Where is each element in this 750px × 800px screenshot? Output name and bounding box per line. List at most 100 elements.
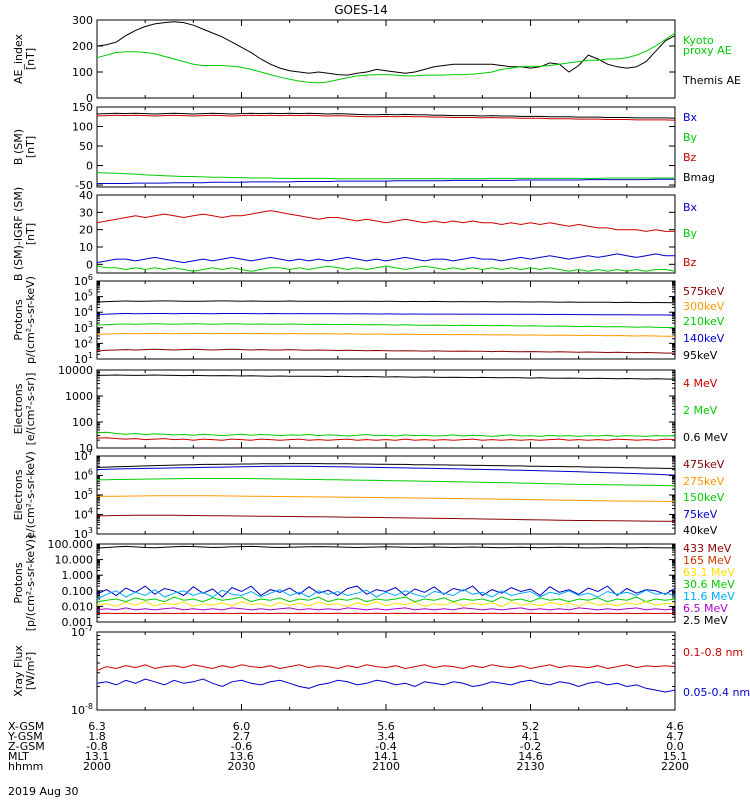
y-tick-label: 30 bbox=[79, 206, 93, 219]
ephemeris-value: 6.0 bbox=[233, 720, 251, 733]
ephemeris-row-label: X-GSM bbox=[8, 720, 44, 733]
legend-label: 4 MeV bbox=[683, 377, 718, 390]
panel-frame bbox=[96, 369, 676, 449]
ephemeris-row-label: MLT bbox=[8, 750, 29, 763]
legend-label: Bx bbox=[683, 111, 698, 124]
series-line-5 bbox=[96, 514, 676, 522]
figure-title: GOES-14 bbox=[334, 3, 388, 17]
y-tick-label: 101 bbox=[74, 351, 93, 366]
ephemeris-value: 15.1 bbox=[663, 750, 688, 763]
series-line-1 bbox=[96, 463, 675, 469]
series-line-5 bbox=[96, 601, 676, 607]
ephemeris-value: -0.2 bbox=[520, 740, 541, 753]
y-axis-label: [e/(cm²-s-sr)] bbox=[24, 373, 37, 446]
series-line-3 bbox=[96, 588, 676, 600]
y-axis-label: Protons bbox=[12, 562, 25, 603]
y-tick-label: 10-8 bbox=[71, 702, 93, 717]
y-tick-label: 104 bbox=[74, 507, 93, 522]
series-line-4 bbox=[96, 596, 676, 603]
legend-label: 2.5 MeV bbox=[683, 614, 728, 627]
legend-label: 300keV bbox=[683, 300, 725, 313]
ephemeris-value: 2130 bbox=[517, 760, 545, 773]
panel-2: 150 100 50 0 -50 B (SM) [nT] Bx By Bz Bmag bbox=[12, 101, 715, 192]
panel-frame bbox=[96, 280, 676, 360]
series-line-2 bbox=[96, 312, 676, 316]
ephemeris-value: 1.8 bbox=[88, 730, 106, 743]
ephemeris-value: 2030 bbox=[228, 760, 256, 773]
y-tick-label: 100 bbox=[72, 121, 93, 134]
ephemeris-value: 14.6 bbox=[518, 750, 543, 763]
ephemeris-value: 2.7 bbox=[233, 730, 251, 743]
y-tick-label: 104 bbox=[74, 304, 93, 319]
legend-label: 6.5 MeV bbox=[683, 602, 728, 615]
y-tick-label: 103 bbox=[74, 320, 93, 335]
y-tick-label: -50 bbox=[75, 179, 93, 192]
y-tick-label: 100.000 bbox=[48, 538, 94, 551]
date-label: 2019 Aug 30 bbox=[8, 785, 78, 798]
y-tick-label: 100 bbox=[72, 416, 93, 429]
series-line-6 bbox=[96, 607, 676, 611]
y-tick-label: 0.001 bbox=[62, 616, 94, 629]
legend-label: Bz bbox=[683, 151, 697, 164]
ephemeris-value: 3.4 bbox=[377, 730, 395, 743]
series-line-1 bbox=[96, 300, 676, 304]
y-axis-label: Electrons bbox=[12, 383, 25, 434]
legend-label: 2 MeV bbox=[683, 404, 718, 417]
y-tick-label: 106 bbox=[74, 273, 93, 288]
series-line-4 bbox=[96, 332, 675, 337]
y-axis-label: [nT] bbox=[24, 48, 37, 70]
legend-label: Bx bbox=[683, 201, 698, 214]
legend-label: proxy AE bbox=[683, 44, 732, 57]
y-tick-label: 0.010 bbox=[62, 600, 94, 613]
y-tick-label: 0 bbox=[86, 258, 93, 271]
legend-label: 150keV bbox=[683, 491, 725, 504]
series-line-2 bbox=[96, 585, 676, 598]
y-tick-label: 106 bbox=[74, 468, 93, 483]
series-line-1 bbox=[96, 545, 676, 549]
y-tick-label: 50 bbox=[79, 140, 93, 153]
y-tick-label: 10.000 bbox=[55, 554, 94, 567]
legend-label: 433 MeV bbox=[683, 542, 732, 555]
legend-label: 40keV bbox=[683, 524, 718, 537]
panel-3: 40 30 20 10 0 B (SM)-IGRF (SM) [nT] Bx By Bz bbox=[12, 187, 698, 281]
y-axis-label: AE_index bbox=[12, 33, 25, 84]
y-tick-label: 0 bbox=[86, 92, 93, 105]
series-line-3 bbox=[96, 172, 675, 180]
legend-label: 475keV bbox=[683, 458, 725, 471]
series-line-1 bbox=[96, 21, 676, 76]
y-tick-label: 0 bbox=[86, 160, 93, 173]
y-axis-label: B (SM)-IGRF (SM) bbox=[12, 187, 25, 281]
ephemeris-row-label: hhmm bbox=[8, 760, 43, 773]
y-tick-label: 150 bbox=[72, 101, 93, 114]
y-tick-label: 105 bbox=[74, 487, 93, 502]
legend-label: 63.1 MeV bbox=[683, 566, 735, 579]
series-line-1 bbox=[96, 374, 676, 380]
y-axis-label: B (SM) bbox=[12, 129, 25, 165]
series-line-2 bbox=[96, 253, 675, 264]
series-line-4 bbox=[96, 495, 676, 502]
ephemeris-value: -0.6 bbox=[231, 740, 252, 753]
y-tick-label: 200 bbox=[72, 40, 93, 53]
ephemeris-value: 13.6 bbox=[229, 750, 254, 763]
series-line-2 bbox=[96, 431, 676, 437]
y-tick-label: 105 bbox=[74, 289, 93, 304]
panel-frame bbox=[96, 19, 676, 99]
ephemeris-value: 4.1 bbox=[522, 730, 540, 743]
ephemeris-row-label: Z-GSM bbox=[8, 740, 45, 753]
y-tick-label: 0.100 bbox=[62, 585, 94, 598]
series-line-1 bbox=[96, 210, 675, 232]
y-tick-label: 10 bbox=[79, 442, 93, 455]
legend-label: 0.05-0.4 nm bbox=[683, 686, 750, 699]
legend-label: 30.6 MeV bbox=[683, 578, 735, 591]
y-axis-label: e/(cm²-s-sr-keV) bbox=[24, 451, 37, 539]
ephemeris-value: 5.6 bbox=[377, 720, 395, 733]
ephemeris-value: 2100 bbox=[372, 760, 400, 773]
y-tick-label: 107 bbox=[74, 448, 93, 463]
series-line-3 bbox=[96, 323, 675, 328]
ephemeris-value: 4.7 bbox=[666, 730, 684, 743]
series-line-2 bbox=[96, 465, 676, 476]
